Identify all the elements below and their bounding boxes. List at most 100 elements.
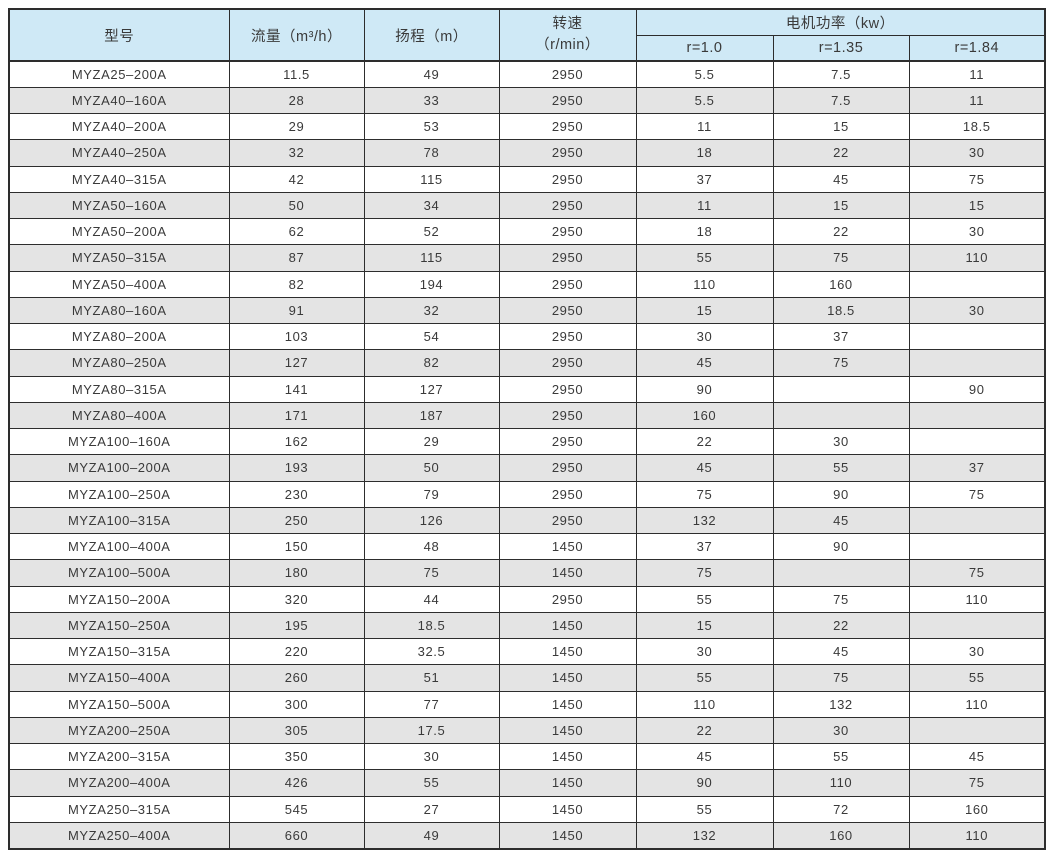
cell-power-r1-84: 110: [908, 690, 1046, 718]
cell-flow: 62: [228, 217, 365, 246]
cell-speed: 1450: [498, 690, 637, 718]
cell-power-r1-84: 75: [908, 559, 1046, 587]
cell-speed: 2950: [498, 427, 637, 456]
table-row: MYZA80–160A 91 32 2950 15 18.5 30: [8, 296, 1046, 325]
cell-power-r1-35: 30: [772, 427, 910, 456]
cell-speed: 1450: [498, 611, 637, 640]
cell-speed: 1450: [498, 716, 637, 745]
table-row: MYZA250–400A 660 49 1450 132 160 110: [8, 821, 1046, 850]
header-row-1: 型号 流量（m³/h） 扬程（m） 转速 （r/min） 电机功率（kw）: [8, 8, 1046, 62]
cell-power-r1-35: 15: [772, 112, 910, 141]
cell-speed: 2950: [498, 349, 637, 377]
cell-flow: 350: [228, 742, 365, 771]
table-row: MYZA50–315A 87 115 2950 55 75 110: [8, 244, 1046, 272]
cell-head: 75: [363, 559, 500, 587]
cell-power-r1-0: 160: [635, 401, 774, 430]
cell-head: 51: [363, 664, 500, 692]
cell-power-r1-84: [908, 532, 1046, 561]
table-row: MYZA100–160A 162 29 2950 22 30: [8, 427, 1046, 456]
cell-speed: 2950: [498, 270, 637, 298]
cell-head: 52: [363, 217, 500, 246]
cell-speed: 1450: [498, 742, 637, 771]
cell-model: MYZA150–315A: [8, 637, 230, 666]
cell-flow: 193: [228, 454, 365, 482]
cell-flow: 305: [228, 716, 365, 745]
cell-power-r1-0: 45: [635, 349, 774, 377]
header-speed-line2: （r/min）: [535, 37, 600, 53]
cell-power-r1-35: 110: [772, 769, 910, 797]
cell-model: MYZA80–315A: [8, 375, 230, 403]
cell-speed: 2950: [498, 506, 637, 535]
cell-power-r1-35: 160: [772, 821, 910, 850]
header-power-r1-35: r=1.35: [772, 34, 910, 62]
table-row: MYZA200–250A 305 17.5 1450 22 30: [8, 716, 1046, 745]
cell-power-r1-35: 22: [772, 139, 910, 167]
cell-head: 33: [363, 86, 500, 115]
cell-power-r1-84: [908, 401, 1046, 430]
cell-model: MYZA100–400A: [8, 532, 230, 561]
cell-flow: 11.5: [228, 60, 365, 88]
cell-head: 17.5: [363, 716, 500, 745]
table-row: MYZA150–250A 195 18.5 1450 15 22: [8, 611, 1046, 640]
cell-head: 27: [363, 795, 500, 823]
cell-power-r1-0: 15: [635, 296, 774, 325]
cell-model: MYZA250–400A: [8, 821, 230, 850]
cell-flow: 127: [228, 349, 365, 377]
cell-head: 194: [363, 270, 500, 298]
cell-power-r1-84: 30: [908, 637, 1046, 666]
cell-head: 126: [363, 506, 500, 535]
cell-power-r1-84: 160: [908, 795, 1046, 823]
cell-power-r1-35: 22: [772, 217, 910, 246]
header-speed: 转速 （r/min）: [498, 8, 637, 62]
cell-speed: 2950: [498, 244, 637, 272]
cell-model: MYZA100–200A: [8, 454, 230, 482]
cell-power-r1-35: 90: [772, 532, 910, 561]
header-power-r1-84: r=1.84: [908, 34, 1046, 62]
cell-head: 54: [363, 322, 500, 351]
cell-speed: 2950: [498, 401, 637, 430]
cell-flow: 50: [228, 191, 365, 220]
cell-flow: 660: [228, 821, 365, 850]
cell-flow: 195: [228, 611, 365, 640]
cell-flow: 171: [228, 401, 365, 430]
cell-power-r1-84: 75: [908, 769, 1046, 797]
pump-spec-table: 型号 流量（m³/h） 扬程（m） 转速 （r/min） 电机功率（kw） r=…: [8, 8, 1047, 850]
table-header: 型号 流量（m³/h） 扬程（m） 转速 （r/min） 电机功率（kw） r=…: [8, 8, 1046, 62]
cell-power-r1-0: 132: [635, 821, 774, 850]
table-row: MYZA25–200A 11.5 49 2950 5.5 7.5 11: [8, 60, 1046, 88]
cell-flow: 28: [228, 86, 365, 115]
cell-power-r1-0: 30: [635, 637, 774, 666]
cell-power-r1-0: 75: [635, 559, 774, 587]
cell-power-r1-35: 45: [772, 637, 910, 666]
cell-model: MYZA80–160A: [8, 296, 230, 325]
cell-head: 78: [363, 139, 500, 167]
cell-model: MYZA150–500A: [8, 690, 230, 718]
cell-speed: 2950: [498, 191, 637, 220]
header-row-2: r=1.0 r=1.35 r=1.84: [9, 34, 1046, 62]
cell-power-r1-0: 5.5: [635, 60, 774, 88]
cell-flow: 141: [228, 375, 365, 403]
cell-power-r1-35: 45: [772, 165, 910, 193]
cell-model: MYZA150–250A: [8, 611, 230, 640]
cell-head: 115: [363, 165, 500, 193]
header-power-r1-0: r=1.0: [635, 34, 774, 62]
cell-power-r1-84: 18.5: [908, 112, 1046, 141]
table-row: MYZA150–315A 220 32.5 1450 30 45 30: [8, 637, 1046, 666]
cell-model: MYZA100–250A: [8, 480, 230, 508]
cell-head: 82: [363, 349, 500, 377]
cell-model: MYZA50–315A: [8, 244, 230, 272]
cell-power-r1-84: [908, 322, 1046, 351]
cell-power-r1-0: 75: [635, 480, 774, 508]
cell-power-r1-35: 75: [772, 244, 910, 272]
cell-power-r1-84: 90: [908, 375, 1046, 403]
cell-model: MYZA250–315A: [8, 795, 230, 823]
cell-power-r1-0: 22: [635, 716, 774, 745]
cell-power-r1-35: 75: [772, 664, 910, 692]
cell-model: MYZA200–250A: [8, 716, 230, 745]
cell-power-r1-84: 110: [908, 821, 1046, 850]
table-row: MYZA150–500A 300 77 1450 110 132 110: [8, 690, 1046, 718]
table-row: MYZA80–400A 171 187 2950 160: [8, 401, 1046, 430]
cell-power-r1-0: 132: [635, 506, 774, 535]
cell-power-r1-84: 110: [908, 585, 1046, 613]
cell-flow: 42: [228, 165, 365, 193]
